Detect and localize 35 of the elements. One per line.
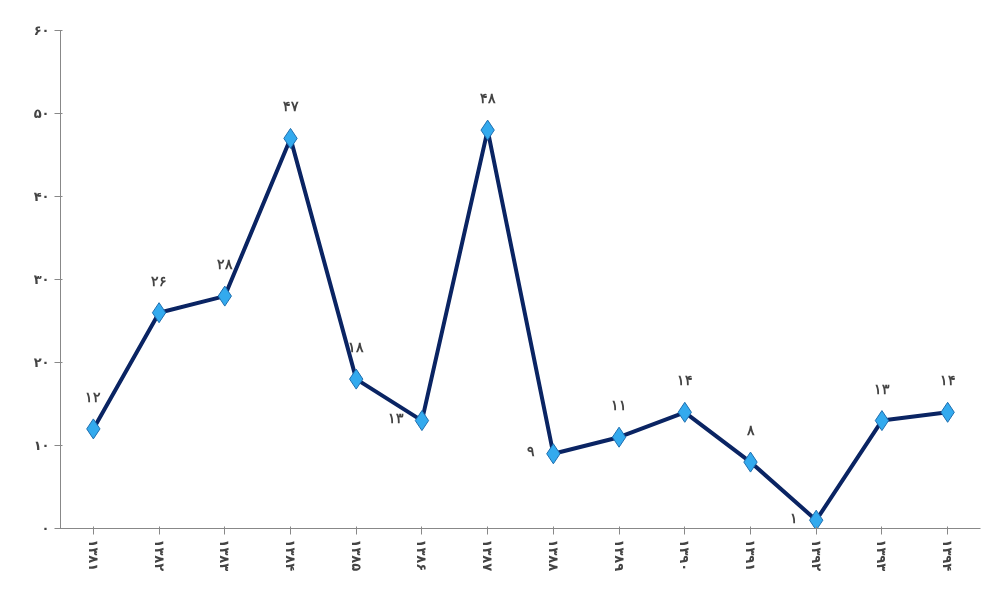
y-tick-label: ۶۰	[33, 23, 50, 38]
y-tick-label: ۴۰	[33, 189, 50, 204]
data-label: ۱۳	[387, 411, 404, 427]
x-tick-label: ۱۳۸۶	[414, 539, 430, 572]
y-tick-label: ۳۰	[33, 272, 50, 287]
x-tick-label: ۱۳۸۱	[85, 539, 101, 572]
data-label: ۴۷	[282, 99, 299, 115]
x-tick-label: ۱۳۹۱	[743, 539, 758, 572]
x-tick-label: ۱۳۹۳	[874, 539, 890, 572]
data-label: ۸	[745, 423, 755, 439]
data-label: ۲۶	[151, 273, 168, 289]
data-label: ۹	[527, 444, 536, 460]
x-tick-label: ۱۳۸۹	[611, 539, 627, 572]
x-tick-label: ۱۳۸۷	[480, 539, 496, 572]
x-tick-label: ۱۳۸۸	[545, 539, 561, 572]
y-tick-label: ۰	[41, 521, 50, 536]
data-label: ۱۴	[676, 373, 693, 389]
x-tick-label: ۱۳۹۲	[808, 539, 824, 572]
data-label: ۱۱	[611, 398, 628, 414]
y-tick-label: ۵۰	[33, 106, 50, 121]
x-tick-label: ۱۳۹۴	[940, 539, 956, 572]
data-label: ۱	[790, 510, 799, 526]
data-label: ۱۳	[873, 381, 890, 397]
x-tick-label: ۱۳۹۰	[677, 539, 693, 572]
data-label: ۱۴	[939, 373, 956, 389]
x-tick-label: ۱۳۸۴	[283, 539, 298, 572]
data-label: ۴۸	[479, 91, 496, 107]
x-tick-label: ۱۳۸۲	[151, 539, 167, 572]
y-tick-label: ۱۰	[33, 438, 50, 453]
data-label: ۱۸	[348, 340, 365, 356]
data-label: ۲۸	[216, 257, 233, 273]
x-tick-label: ۱۳۸۵	[348, 539, 364, 572]
y-tick-label: ۲۰	[33, 355, 50, 370]
data-label: ۱۲	[85, 389, 102, 405]
x-tick-label: ۱۳۸۳	[217, 539, 233, 572]
